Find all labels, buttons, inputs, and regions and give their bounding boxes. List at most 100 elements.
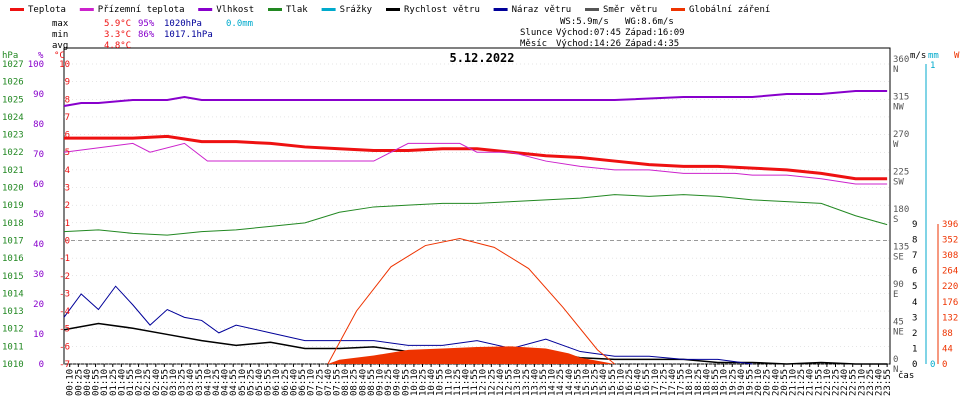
legend-label: Teplota [28,5,66,15]
tick-x: 16:55 [642,369,652,396]
tick-degc: 8 [65,95,70,105]
tick-hpa: 1018 [2,219,24,229]
tick-x: 08:40 [358,369,368,396]
info-moon-label: Měsíc [520,39,547,49]
tick-x: 12:10 [479,369,489,396]
tick-x: 18:10 [685,369,695,396]
tick-x: 09:25 [384,369,394,396]
tick-dir-label: NW [893,103,904,113]
stat-min-label: min [52,30,68,40]
tick-x: 11:40 [462,369,472,396]
tick-degc: -3 [59,289,70,299]
tick-pct: 70 [33,150,44,160]
legend-label: Náraz větru [512,5,572,15]
tick-pct: 50 [33,210,44,220]
tick-pct: 100 [28,60,44,70]
legend-swatch [671,8,685,11]
tick-x: 10:40 [427,369,437,396]
tick-x: 05:25 [246,369,256,396]
tick-hpa: 1020 [2,184,24,194]
stat-min-temp: 3.3°C [104,30,131,40]
tick-x: 05:10 [238,369,248,396]
series-line [327,237,615,365]
tick-x: 15:10 [582,369,592,396]
tick-x: 18:40 [702,369,712,396]
stat-max-rain: 0.0mm [226,19,253,29]
tick-dir-label: NE [893,328,904,338]
tick-hpa: 1019 [2,201,24,211]
tick-x: 01:40 [117,369,127,396]
tick-x: 17:55 [677,369,687,396]
tick-pct: 80 [33,120,44,130]
tick-ms: 9 [912,220,917,230]
tick-x: 19:40 [737,369,747,396]
tick-hpa: 1017 [2,236,24,246]
tick-degc: -1 [59,254,70,264]
tick-pct: 40 [33,240,44,250]
tick-x: 11:55 [470,369,480,396]
tick-x: 00:10 [66,369,76,396]
tick-dir: 315 [893,93,909,103]
tick-hpa: 1016 [2,254,24,264]
tick-x: 15:55 [608,369,618,396]
tick-dir: 360 [893,55,909,65]
tick-dir: 180 [893,205,909,215]
tick-x: 21:25 [797,369,807,396]
tick-pct: 10 [33,330,44,340]
series-7 [327,237,615,365]
tick-x: 14:40 [565,369,575,396]
tick-x: 22:10 [823,369,833,396]
legend-swatch [198,8,213,11]
tick-w: 220 [942,282,958,292]
tick-dir-label: SE [893,253,904,263]
tick-x: 06:40 [289,369,299,396]
tick-x: 17:25 [659,369,669,396]
series-2 [63,90,888,107]
tick-degc: 6 [65,131,70,141]
tick-x: 06:55 [298,369,308,396]
tick-dir: 135 [893,243,909,253]
tick-x: 19:10 [720,369,730,396]
legend-swatch [585,8,599,11]
tick-pct: 0 [39,360,44,370]
tick-x: 05:40 [255,369,265,396]
tick-w: 176 [942,298,958,308]
tick-x: 20:10 [754,369,764,396]
tick-x: 07:25 [315,369,325,396]
tick-dir-label: E [893,290,898,300]
tick-degc: 7 [65,113,70,123]
tick-dir: 90 [893,280,904,290]
stats-block: max 5.9°C 95% 1020hPa 0.0mm min 3.3°C 86… [52,19,253,51]
chart-title: 5.12.2022 [449,51,514,65]
tick-x: 22:55 [849,369,859,396]
tick-hpa: 1014 [2,289,24,299]
tick-x: 04:40 [221,369,231,396]
tick-hpa: 1025 [2,95,24,105]
tick-x: 11:25 [453,369,463,396]
tick-mm: 1 [930,61,935,71]
tick-x: 02:40 [152,369,162,396]
tick-x: 16:40 [634,369,644,396]
tick-degc: 2 [65,201,70,211]
tick-x: 16:10 [616,369,626,396]
tick-degc: 4 [65,166,70,176]
tick-x: 07:40 [324,369,334,396]
tick-dir-label: S [893,215,898,225]
axis-title-ms: m/s [910,51,926,61]
tick-x: 13:25 [522,369,532,396]
tick-degc: -7 [59,360,70,370]
stat-avg-temp: 4.8°C [104,41,131,51]
tick-x: 05:55 [264,369,274,396]
axis-title-pct: % [38,51,44,61]
legend-label: Vlhkost [216,5,254,15]
series-line [63,285,753,365]
tick-w: 352 [942,236,958,246]
stat-max-press: 1020hPa [164,19,202,29]
tick-x: 02:25 [143,369,153,396]
series-line [63,142,888,185]
tick-x: 19:55 [745,369,755,396]
series-6 [327,346,615,364]
axis-title-w: W [954,51,960,61]
tick-x: 09:10 [375,369,385,396]
tick-x: 08:10 [341,369,351,396]
